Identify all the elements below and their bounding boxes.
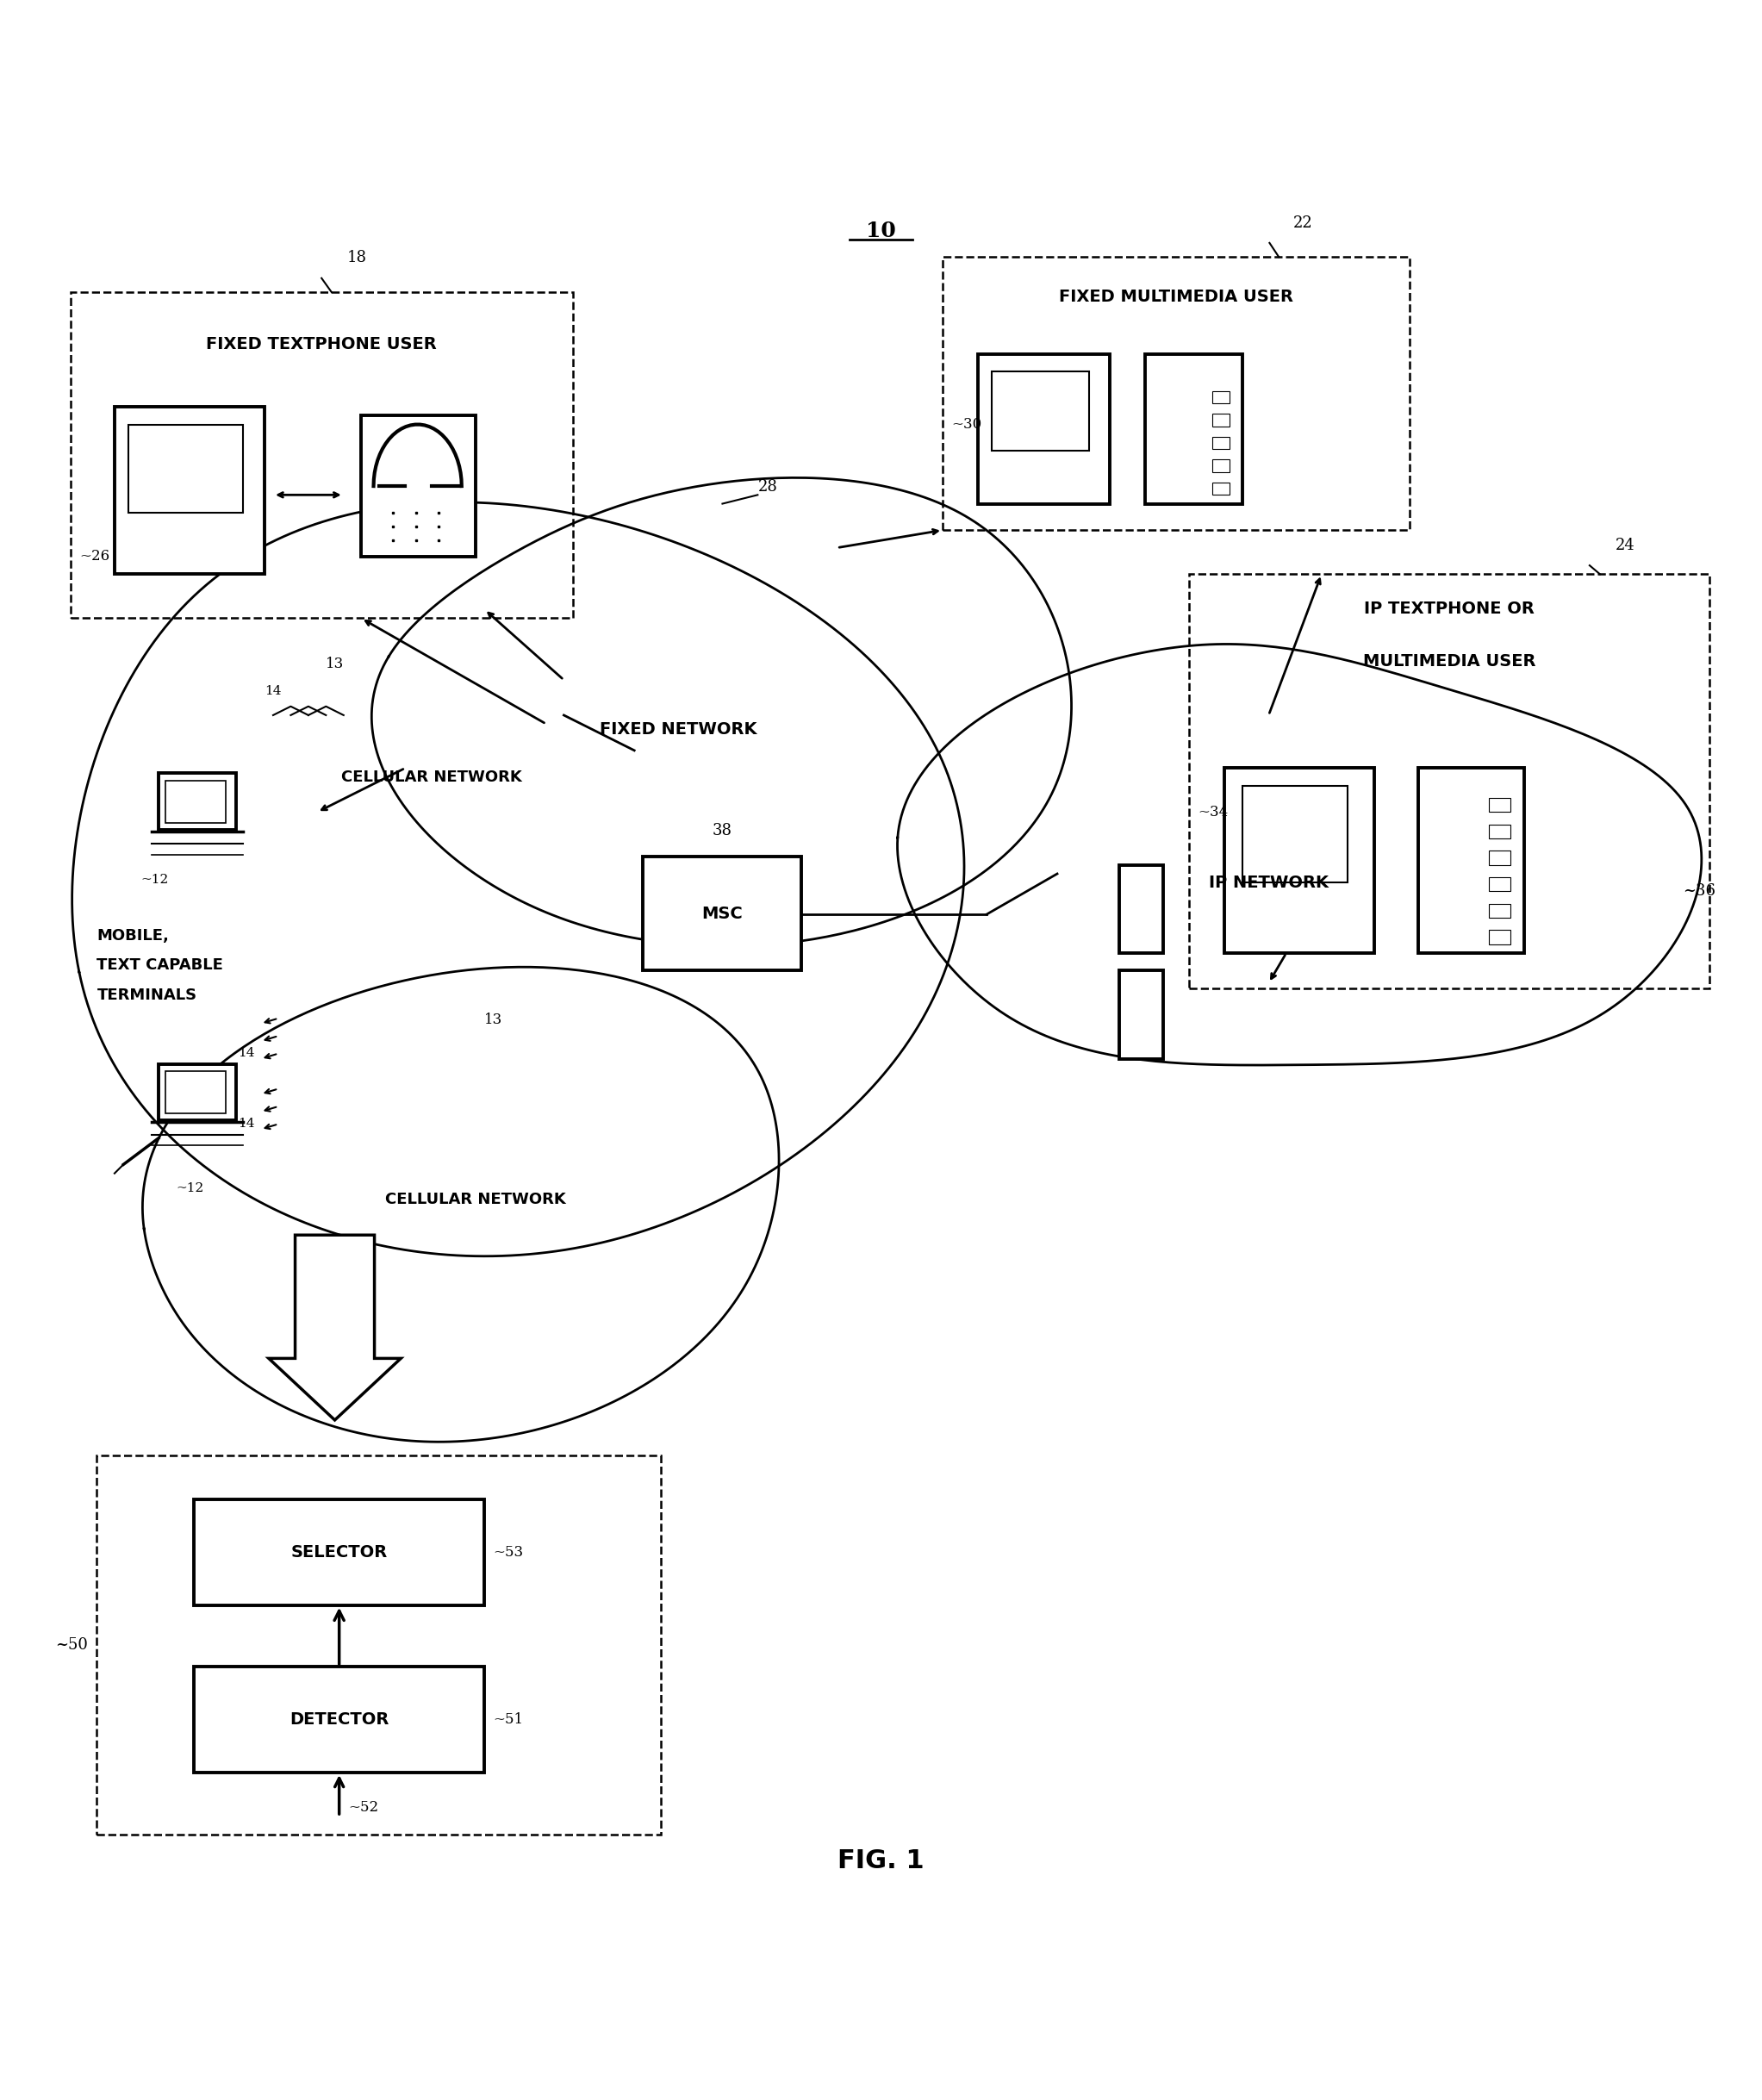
Text: ~52: ~52 (349, 1800, 379, 1814)
FancyArrow shape (268, 1235, 400, 1420)
FancyBboxPatch shape (1489, 825, 1510, 838)
FancyBboxPatch shape (1225, 769, 1374, 953)
Text: FIXED TEXTPHONE USER: FIXED TEXTPHONE USER (206, 336, 437, 353)
FancyBboxPatch shape (115, 407, 264, 573)
FancyBboxPatch shape (166, 781, 226, 823)
FancyBboxPatch shape (1119, 865, 1163, 953)
Text: TEXT CAPABLE: TEXT CAPABLE (97, 958, 224, 972)
Text: ~26: ~26 (79, 550, 109, 565)
FancyBboxPatch shape (1489, 850, 1510, 865)
FancyBboxPatch shape (159, 1065, 236, 1121)
Text: 24: 24 (1616, 538, 1635, 552)
Text: ~36: ~36 (1683, 884, 1716, 899)
Text: ~30: ~30 (951, 418, 981, 433)
Text: IP NETWORK: IP NETWORK (1209, 874, 1329, 890)
Text: ~51: ~51 (493, 1712, 523, 1726)
FancyBboxPatch shape (1212, 460, 1230, 472)
Text: FIG. 1: FIG. 1 (837, 1848, 925, 1873)
Text: DETECTOR: DETECTOR (289, 1712, 389, 1728)
Text: TERMINALS: TERMINALS (97, 987, 197, 1004)
FancyBboxPatch shape (1418, 769, 1524, 953)
FancyBboxPatch shape (1145, 355, 1242, 504)
FancyBboxPatch shape (159, 773, 236, 830)
Text: MULTIMEDIA USER: MULTIMEDIA USER (1362, 653, 1536, 670)
Text: 14: 14 (238, 1117, 255, 1130)
Text: 13: 13 (485, 1012, 502, 1027)
Text: FIXED MULTIMEDIA USER: FIXED MULTIMEDIA USER (1059, 288, 1293, 304)
FancyBboxPatch shape (1489, 930, 1510, 945)
Text: ~12: ~12 (176, 1182, 204, 1195)
Text: MOBILE,: MOBILE, (97, 928, 169, 943)
Text: ~12: ~12 (141, 874, 169, 886)
FancyBboxPatch shape (1242, 785, 1348, 882)
FancyBboxPatch shape (978, 355, 1110, 504)
Text: 14: 14 (238, 1046, 255, 1058)
Text: ~50: ~50 (55, 1638, 88, 1653)
Text: ~34: ~34 (1198, 804, 1228, 819)
FancyBboxPatch shape (1212, 414, 1230, 426)
FancyBboxPatch shape (1489, 903, 1510, 918)
FancyBboxPatch shape (166, 1071, 226, 1113)
FancyBboxPatch shape (1489, 878, 1510, 890)
Text: IP TEXTPHONE OR: IP TEXTPHONE OR (1364, 601, 1535, 617)
FancyBboxPatch shape (992, 372, 1089, 452)
FancyBboxPatch shape (361, 416, 476, 557)
Text: 18: 18 (347, 250, 366, 267)
Text: MSC: MSC (701, 905, 744, 922)
Text: CELLULAR NETWORK: CELLULAR NETWORK (386, 1193, 566, 1208)
Text: 14: 14 (264, 685, 282, 697)
Text: CELLULAR NETWORK: CELLULAR NETWORK (342, 769, 522, 785)
FancyBboxPatch shape (1212, 391, 1230, 403)
Text: 38: 38 (712, 823, 733, 838)
FancyBboxPatch shape (194, 1499, 485, 1604)
Text: 13: 13 (326, 657, 344, 672)
Text: 10: 10 (867, 220, 895, 242)
FancyBboxPatch shape (1119, 970, 1163, 1058)
FancyBboxPatch shape (129, 424, 243, 512)
FancyBboxPatch shape (194, 1667, 485, 1772)
Text: ~53: ~53 (493, 1546, 523, 1560)
FancyBboxPatch shape (1212, 483, 1230, 496)
Text: SELECTOR: SELECTOR (291, 1544, 388, 1560)
Text: FIXED NETWORK: FIXED NETWORK (599, 720, 758, 737)
Text: 28: 28 (758, 479, 777, 496)
FancyBboxPatch shape (1489, 798, 1510, 813)
Text: 22: 22 (1293, 214, 1313, 231)
FancyBboxPatch shape (1212, 437, 1230, 449)
FancyBboxPatch shape (643, 857, 802, 970)
